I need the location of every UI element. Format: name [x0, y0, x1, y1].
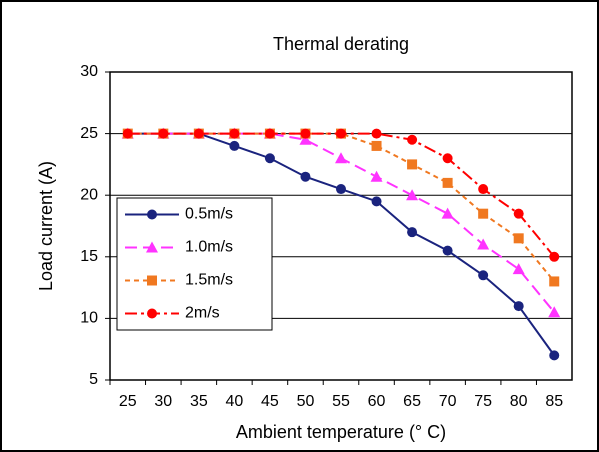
legend-label: 2m/s: [185, 305, 220, 322]
marker: [229, 128, 240, 139]
y-axis-label: Load current (A): [36, 161, 56, 291]
x-tick-label: 50: [297, 393, 315, 410]
marker: [336, 184, 346, 195]
x-tick-label: 55: [332, 393, 350, 410]
x-tick-label: 75: [474, 393, 492, 410]
marker: [147, 275, 157, 286]
x-tick-label: 45: [261, 393, 279, 410]
marker: [513, 208, 524, 219]
marker: [478, 184, 489, 195]
marker: [264, 153, 275, 164]
marker: [513, 301, 524, 312]
x-tick-label: 70: [439, 393, 457, 410]
y-tick-label: 5: [89, 371, 98, 388]
marker: [300, 128, 311, 139]
chart-title: Thermal derating: [273, 34, 409, 54]
marker: [549, 350, 560, 361]
legend-box: [116, 197, 273, 331]
marker: [442, 245, 453, 256]
marker: [264, 128, 275, 139]
legend-label: 0.5m/s: [185, 206, 233, 223]
marker: [549, 276, 560, 287]
x-tick-label: 40: [225, 393, 243, 410]
x-axis-label: Ambient temperature (° C): [236, 422, 446, 442]
marker: [548, 306, 561, 318]
marker: [478, 270, 489, 281]
marker: [442, 153, 453, 164]
marker: [407, 134, 418, 145]
x-tick-label: 35: [190, 393, 208, 410]
y-tick-label: 10: [80, 310, 98, 327]
marker: [549, 251, 560, 262]
marker: [335, 152, 347, 164]
marker: [147, 209, 157, 220]
marker: [299, 133, 312, 145]
marker: [158, 128, 169, 139]
x-tick-label: 65: [403, 393, 421, 410]
marker: [442, 177, 453, 188]
x-tick-label: 60: [368, 393, 386, 410]
marker: [371, 140, 382, 151]
marker: [336, 128, 346, 139]
marker: [146, 241, 158, 253]
y-tick-label: 15: [80, 248, 98, 265]
marker: [477, 238, 490, 250]
marker: [512, 263, 525, 275]
legend-label: 1.5m/s: [185, 272, 233, 289]
marker: [370, 170, 383, 182]
marker: [441, 207, 454, 219]
legend-label: 1.0m/s: [185, 239, 233, 256]
marker: [371, 128, 382, 139]
y-tick-label: 20: [80, 186, 98, 203]
marker: [478, 208, 489, 219]
marker: [407, 227, 418, 238]
marker: [406, 189, 419, 201]
marker: [371, 196, 382, 207]
y-tick-label: 30: [80, 63, 98, 80]
x-tick-label: 80: [510, 393, 528, 410]
marker: [229, 140, 240, 151]
marker: [147, 308, 157, 319]
x-tick-label: 30: [154, 393, 172, 410]
marker: [300, 171, 311, 182]
marker: [122, 128, 133, 139]
marker: [407, 159, 418, 170]
plot-area: [109, 71, 573, 381]
y-tick-label: 25: [80, 125, 98, 142]
x-tick-label: 25: [119, 393, 137, 410]
marker: [513, 233, 524, 244]
x-tick-label: 85: [545, 393, 563, 410]
marker: [193, 128, 204, 139]
